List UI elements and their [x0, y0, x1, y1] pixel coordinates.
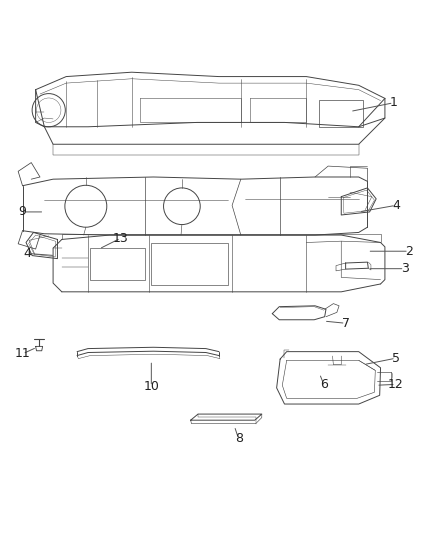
- Text: 3: 3: [401, 262, 409, 275]
- Text: 7: 7: [342, 317, 350, 330]
- Text: 11: 11: [14, 348, 30, 360]
- Text: 4: 4: [392, 199, 400, 212]
- Text: 8: 8: [235, 432, 243, 446]
- Text: 4: 4: [23, 247, 31, 260]
- Text: 6: 6: [320, 378, 328, 391]
- Text: 1: 1: [390, 96, 398, 109]
- Text: 5: 5: [392, 352, 400, 365]
- Text: 10: 10: [143, 380, 159, 393]
- Text: 9: 9: [18, 205, 26, 219]
- Text: 2: 2: [405, 245, 413, 258]
- Text: 12: 12: [388, 378, 404, 391]
- Text: 13: 13: [113, 232, 129, 245]
